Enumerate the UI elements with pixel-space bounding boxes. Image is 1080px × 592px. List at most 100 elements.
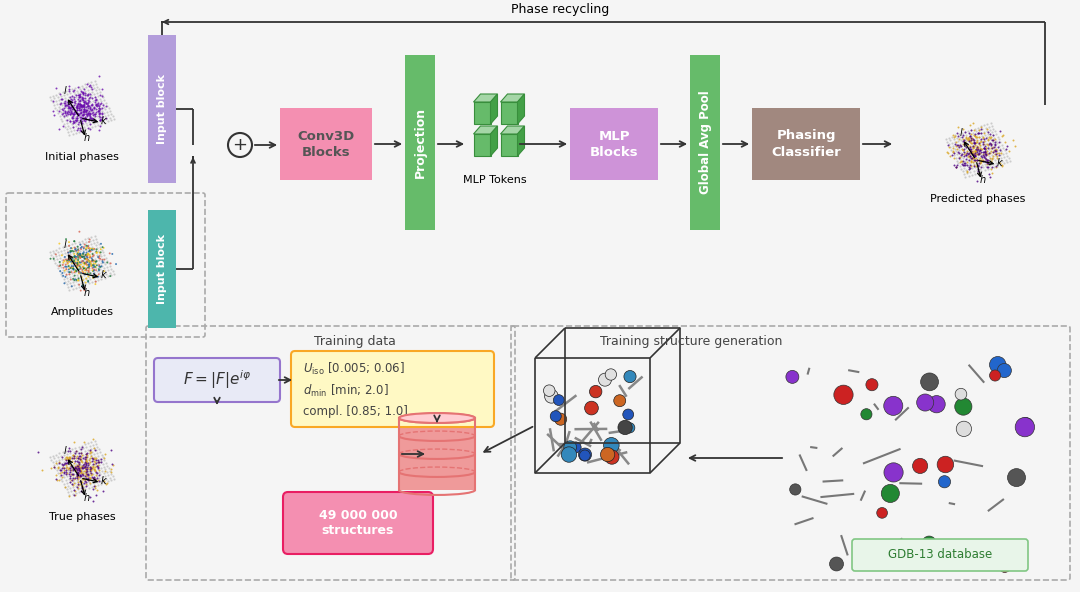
Point [72,263,90,273]
Point [90,106,107,115]
Point [70,472,87,481]
Point [94,109,111,118]
Point [84,272,102,281]
Point [959,135,976,144]
Point [69,101,86,111]
Point [63,275,80,284]
Point [62,465,79,474]
Point [42,254,59,263]
Point [78,241,95,250]
Point [67,108,84,117]
Point [971,153,988,163]
Point [45,110,63,120]
Point [73,443,91,452]
Circle shape [600,448,615,462]
Point [72,101,90,110]
Point [987,163,1004,172]
Point [69,260,86,269]
FancyBboxPatch shape [570,108,658,180]
Point [82,471,99,480]
Point [76,105,93,114]
Point [983,165,1000,174]
FancyBboxPatch shape [405,55,435,230]
Point [973,124,990,134]
Point [62,253,79,262]
Point [1007,141,1024,150]
Point [81,108,98,117]
Point [71,96,89,105]
Point [70,265,87,274]
Point [82,473,99,482]
Point [83,253,100,263]
Point [83,462,100,471]
Point [56,482,73,491]
Point [967,131,984,140]
Point [963,136,981,145]
Point [81,110,98,120]
Point [70,275,87,285]
Point [77,263,94,273]
Point [959,152,976,161]
Point [955,156,972,166]
Point [89,248,106,258]
Point [91,260,108,270]
Point [85,102,103,112]
Point [941,143,958,152]
Point [84,473,102,482]
Circle shape [623,409,634,420]
Point [968,146,985,156]
Point [89,101,106,111]
Point [954,136,971,146]
Point [80,107,97,116]
Point [84,110,102,120]
Point [956,137,973,147]
Point [90,463,107,472]
Point [85,481,103,491]
Point [970,146,987,155]
Point [997,144,1014,154]
Point [63,257,80,266]
Point [77,114,94,124]
Point [81,89,98,99]
Point [75,463,92,472]
Point [980,127,997,137]
Point [98,478,116,488]
Point [70,93,87,102]
Point [77,278,94,287]
Point [81,250,98,259]
Point [60,97,78,107]
Point [986,140,1003,150]
Point [62,116,79,126]
Point [86,110,104,119]
Point [70,105,87,115]
Point [102,259,119,268]
Point [57,455,75,465]
Point [79,473,96,482]
Point [83,464,100,473]
Point [978,156,996,166]
Point [950,149,968,158]
Point [962,156,980,165]
Point [78,259,95,269]
Point [73,273,91,282]
Point [80,242,97,251]
Point [76,99,93,108]
Point [83,244,100,254]
Point [973,156,990,165]
Point [64,91,81,101]
Point [92,458,109,467]
Point [82,473,99,482]
Point [71,99,89,108]
Point [56,459,73,468]
Point [56,107,73,116]
Point [958,142,975,152]
Point [75,110,92,119]
Circle shape [605,369,617,380]
Point [70,102,87,111]
Point [990,138,1008,147]
Point [76,247,93,257]
Point [89,457,106,466]
Point [78,265,95,275]
Point [79,269,96,278]
Point [104,249,121,259]
